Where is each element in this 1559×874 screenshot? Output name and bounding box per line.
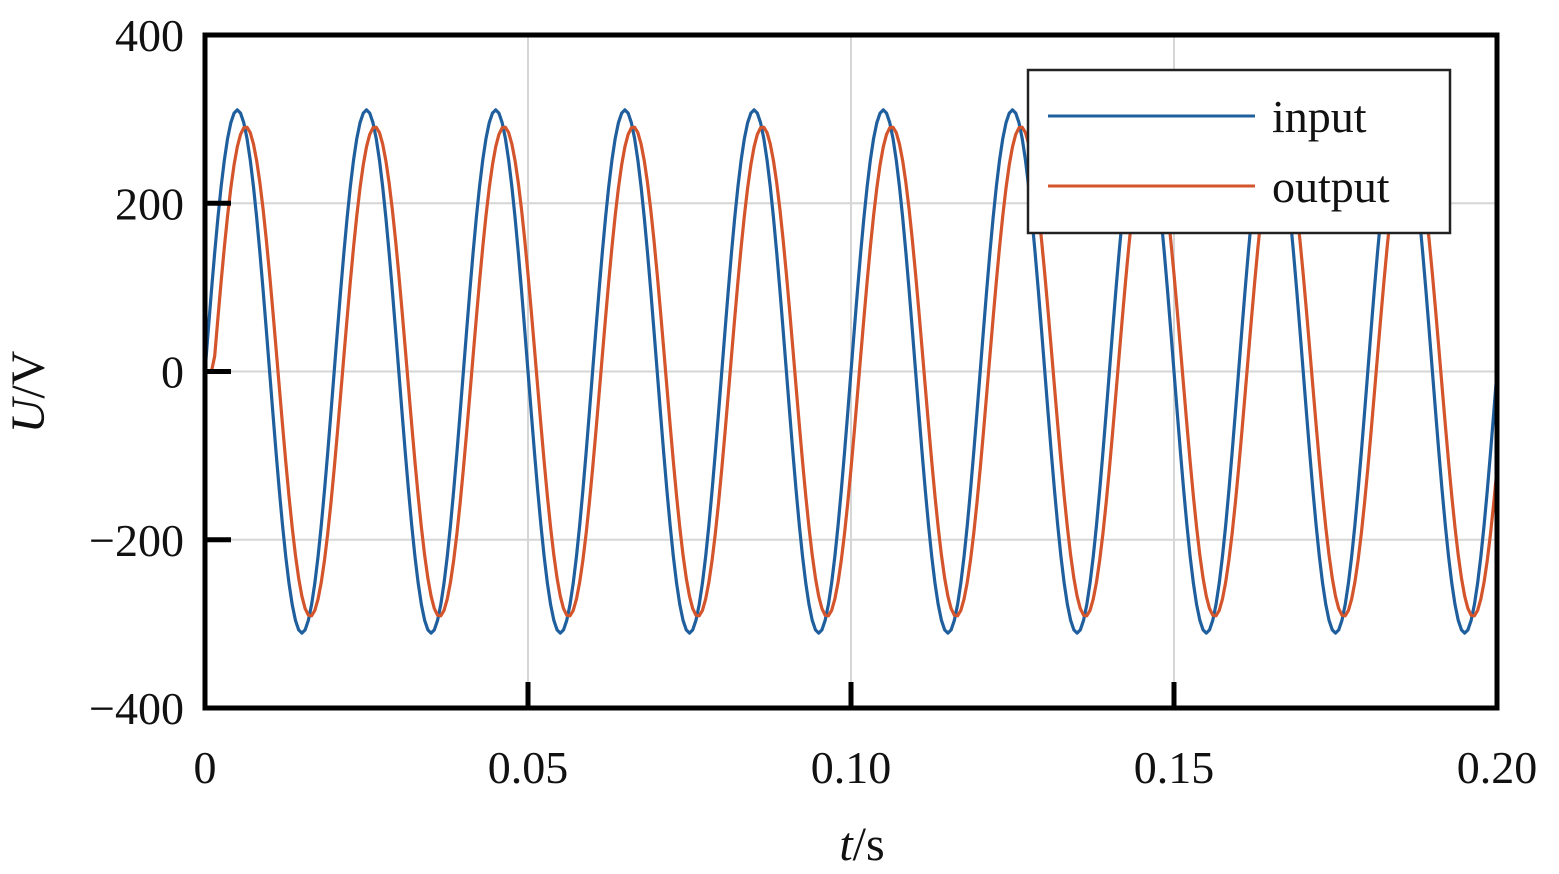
x-tick-label: 0.10 bbox=[811, 742, 892, 793]
ticks bbox=[205, 200, 1177, 708]
y-tick-label: −200 bbox=[89, 515, 184, 566]
y-axis-label-unit: /V bbox=[2, 350, 55, 398]
y-tick-label: 400 bbox=[115, 10, 184, 61]
legend-label-output: output bbox=[1272, 161, 1390, 212]
legend-box bbox=[1026, 68, 1452, 235]
x-tick-label: 0.20 bbox=[1457, 742, 1538, 793]
x-tick-label: 0.05 bbox=[488, 742, 569, 793]
y-axis-label-var: U bbox=[2, 395, 55, 433]
x-axis-label-var: t bbox=[839, 818, 854, 871]
y-tick-label: 200 bbox=[115, 178, 184, 229]
legend-label-input: input bbox=[1272, 91, 1367, 142]
plot-frame bbox=[202, 32, 1500, 711]
x-axis-label: t/s bbox=[839, 818, 884, 871]
tick-labels: 0 0.05 0.10 0.15 0.20 −400 −200 0 200 400 bbox=[89, 10, 1537, 793]
x-axis-label-unit: /s bbox=[853, 818, 885, 871]
x-tick-label: 0 bbox=[194, 742, 217, 793]
y-axis-label: U/V bbox=[2, 350, 55, 433]
legend: input output bbox=[1026, 68, 1452, 235]
y-tick-label: 0 bbox=[161, 347, 184, 398]
x-tick-label: 0.15 bbox=[1134, 742, 1215, 793]
y-tick-label: −400 bbox=[89, 683, 184, 734]
